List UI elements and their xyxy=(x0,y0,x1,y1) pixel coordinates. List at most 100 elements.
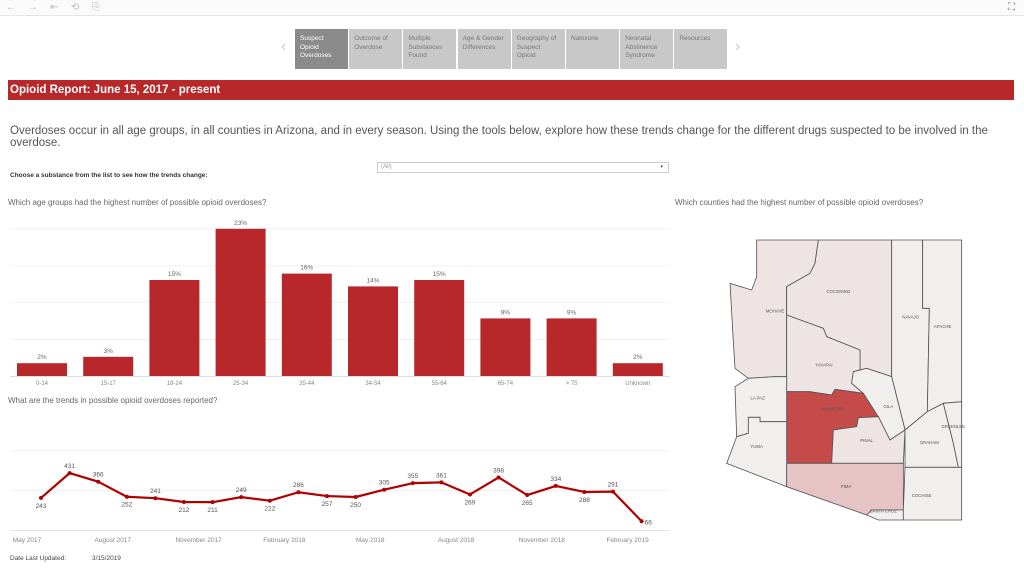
description-text: Overdoses occur in all age groups, in al… xyxy=(10,125,988,149)
bar-value-label: 2% xyxy=(633,354,643,361)
fullscreen-icon[interactable]: ⛶ xyxy=(1008,2,1015,13)
x-tick-label: Unknown xyxy=(625,381,650,387)
nav-tab[interactable]: Outcome of Overdose xyxy=(349,29,403,69)
nav-tab[interactable]: Resources xyxy=(674,29,728,69)
data-value-label: 334 xyxy=(550,476,561,483)
data-point xyxy=(639,519,644,524)
bar-value-label: 16% xyxy=(300,265,313,272)
date-updated-label: Date Last Updated: xyxy=(10,555,67,562)
dropdown-value: (All) xyxy=(381,164,392,170)
data-value-label: 252 xyxy=(121,502,132,509)
back-icon[interactable]: ← xyxy=(6,2,16,13)
bar-value-label: 15% xyxy=(433,271,446,278)
x-tick-label: August 2018 xyxy=(438,537,475,544)
county-label: NAVAJO xyxy=(902,315,919,320)
age-bar-chart: 2% 0-14 3% 15-17 15% 18-24 23% 25-34 16% 35-44 14%… xyxy=(10,220,670,387)
data-point xyxy=(439,480,444,485)
x-tick-label: February 2018 xyxy=(263,537,306,544)
county-label: PIMA xyxy=(841,484,852,489)
bar-value-label: 3% xyxy=(103,348,113,355)
data-value-label: 249 xyxy=(236,487,247,494)
data-value-label: 257 xyxy=(322,501,333,508)
nav-tab[interactable]: Neonatal Abstinence Syndrome xyxy=(620,29,674,69)
data-point xyxy=(67,471,72,476)
x-tick-label: 34-54 xyxy=(365,381,381,387)
revert-icon[interactable]: ⟲ xyxy=(71,2,80,13)
bar xyxy=(17,363,67,376)
trend-line xyxy=(40,472,643,523)
x-tick-label: 55-64 xyxy=(432,381,448,387)
bar xyxy=(215,228,266,376)
x-tick-label: 25-34 xyxy=(233,381,249,387)
toolbar: ← → ⇤ ⟲ ⎘ ⛶ xyxy=(0,0,1024,16)
x-tick-label: 65-74 xyxy=(498,381,514,387)
x-tick-label: February 2019 xyxy=(606,537,649,544)
report-title-banner: Opioid Report: June 15, 2017 - present xyxy=(8,80,1014,100)
data-point xyxy=(525,493,530,498)
data-value-label: 366 xyxy=(93,472,104,479)
trend-line-chart: 243 431 366 252 241 212 211 249 222 286 257 250 305 3… xyxy=(10,450,670,544)
home-icon[interactable]: ⇤ xyxy=(50,2,59,13)
data-value-label: 431 xyxy=(64,463,75,470)
x-tick-label: 35-44 xyxy=(299,381,315,387)
data-point xyxy=(267,498,272,503)
county-cochise[interactable] xyxy=(902,466,963,521)
date-updated-value: 3/15/2019 xyxy=(92,555,121,562)
county-yuma[interactable] xyxy=(726,416,788,488)
substance-dropdown[interactable]: (All) ▾ xyxy=(377,162,669,173)
forward-icon[interactable]: → xyxy=(28,2,38,13)
x-tick-label: May 2017 xyxy=(13,537,42,544)
x-tick-label: November 2017 xyxy=(175,537,222,544)
trend-chart-title: What are the trends in possible opioid o… xyxy=(8,396,218,405)
age-chart-title: Which age groups had the highest number … xyxy=(8,198,267,207)
pause-updates-icon[interactable]: ⎘ xyxy=(92,2,100,13)
county-label: LA PAZ xyxy=(750,396,765,401)
nav-tab[interactable]: Mulitple Substances Found xyxy=(403,29,457,69)
county-label: APACHE xyxy=(934,324,952,329)
bar-value-label: 15% xyxy=(168,271,181,278)
arizona-county-map: MOHAVE COCONINO NAVAJO APACHE YAVAPAI MARICOP… xyxy=(726,239,966,521)
data-value-label: 355 xyxy=(407,473,418,480)
x-tick-label: November 2018 xyxy=(519,537,566,544)
bar-value-label: 2% xyxy=(37,354,47,361)
data-point xyxy=(468,492,472,497)
county-label: GILA xyxy=(883,404,893,409)
bar-value-label: 14% xyxy=(366,277,379,284)
data-point xyxy=(496,475,501,480)
data-point xyxy=(182,500,186,505)
bar xyxy=(149,280,200,376)
nav-tab[interactable]: Geography of Suspect Opioid xyxy=(511,29,565,69)
nav-tab[interactable]: Naloxone xyxy=(566,29,619,69)
data-point xyxy=(553,483,558,488)
county-label: COCONINO xyxy=(826,289,850,294)
nav-tab[interactable]: Suspect Opioid Overdoses xyxy=(295,29,348,69)
nav-tab[interactable]: Age & Gender Differences xyxy=(457,29,511,69)
nav-next-arrow[interactable]: › xyxy=(735,38,741,55)
county-pima[interactable] xyxy=(786,462,904,516)
data-point xyxy=(410,481,415,486)
x-tick-label: > 75 xyxy=(566,381,579,387)
county-label: GRAHAM xyxy=(920,440,939,445)
data-point xyxy=(124,494,129,499)
data-value-label: 243 xyxy=(36,503,47,510)
data-point xyxy=(239,495,244,500)
x-tick-label: 0-14 xyxy=(36,381,49,387)
county-label: GREENLEE xyxy=(942,424,966,429)
data-point xyxy=(296,490,301,495)
data-point xyxy=(611,489,615,494)
map-title: Which counties had the highest number of… xyxy=(675,198,924,207)
x-tick-label: 15-17 xyxy=(101,381,117,387)
data-point xyxy=(210,500,215,505)
data-value-label: 269 xyxy=(465,499,476,506)
data-point xyxy=(39,495,43,500)
county-label: SANTA CRUZ xyxy=(870,508,897,513)
data-value-label: 211 xyxy=(207,507,218,514)
data-point xyxy=(153,496,158,501)
bar xyxy=(480,318,531,376)
data-value-label: 361 xyxy=(436,472,447,479)
bar xyxy=(348,286,398,376)
county-label: MARICOPA xyxy=(822,406,845,411)
data-point xyxy=(325,494,329,499)
bar xyxy=(281,273,332,376)
nav-prev-arrow[interactable]: ‹ xyxy=(281,38,287,55)
